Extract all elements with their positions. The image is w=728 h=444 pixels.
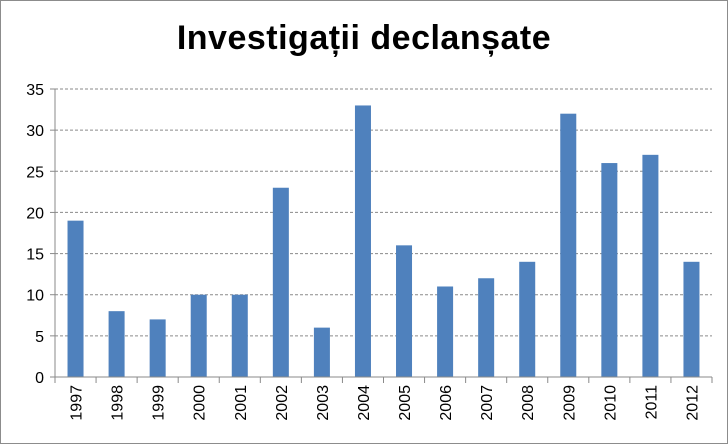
- bar-2003: [313, 327, 330, 377]
- y-tick-label: 10: [26, 288, 44, 305]
- bars: [67, 105, 700, 378]
- x-tick-label: 2007: [479, 385, 496, 421]
- bar-2004: [354, 105, 371, 378]
- x-tick-label: 1997: [69, 385, 86, 421]
- bar-2009: [560, 113, 577, 377]
- x-tick-label: 2003: [315, 385, 332, 421]
- bar-2008: [519, 261, 536, 377]
- x-tick-label: 1999: [151, 385, 168, 421]
- x-tick-label: 2000: [192, 385, 209, 421]
- bar-2000: [190, 294, 207, 377]
- y-tick-label: 20: [26, 205, 44, 222]
- axes: [50, 88, 713, 383]
- x-tick-label: 2012: [684, 385, 701, 421]
- x-tick-label: 2004: [356, 385, 373, 421]
- x-tick-label: 2011: [643, 385, 660, 420]
- x-tick-labels: 1997 1998 1999 2000 2001 2002 2003 2004 2005 2006…: [69, 385, 702, 421]
- chart-title: Investigații declanșate: [176, 19, 552, 57]
- y-tick-label: 25: [26, 164, 44, 181]
- bar-1998: [108, 311, 125, 377]
- x-tick-label: 2010: [602, 385, 619, 421]
- bar-2007: [478, 278, 495, 377]
- bar-2005: [396, 245, 413, 377]
- x-tick-label: 1998: [110, 385, 127, 421]
- bar-2010: [601, 163, 618, 377]
- x-tick-label: 2005: [397, 385, 414, 421]
- y-tick-label: 30: [26, 123, 44, 140]
- bar-1997: [67, 220, 84, 377]
- x-tick-label: 2008: [520, 385, 537, 421]
- y-tick-label: 5: [35, 329, 44, 346]
- bar-2012: [683, 261, 700, 377]
- bar-2001: [231, 294, 248, 377]
- bar-2011: [642, 154, 659, 377]
- x-tick-label: 2001: [233, 385, 250, 421]
- y-tick-label: 15: [26, 247, 44, 264]
- x-tick-label: 2006: [438, 385, 455, 421]
- x-tick-label: 2002: [274, 385, 291, 421]
- y-tick-labels: 0 5 10 15 20 25 30 35: [26, 82, 44, 387]
- bar-2002: [272, 187, 289, 377]
- bar-1999: [149, 319, 166, 377]
- bar-2006: [437, 286, 454, 377]
- y-tick-label: 0: [35, 370, 44, 387]
- x-tick-label: 2009: [561, 385, 578, 421]
- y-tick-label: 35: [26, 82, 44, 99]
